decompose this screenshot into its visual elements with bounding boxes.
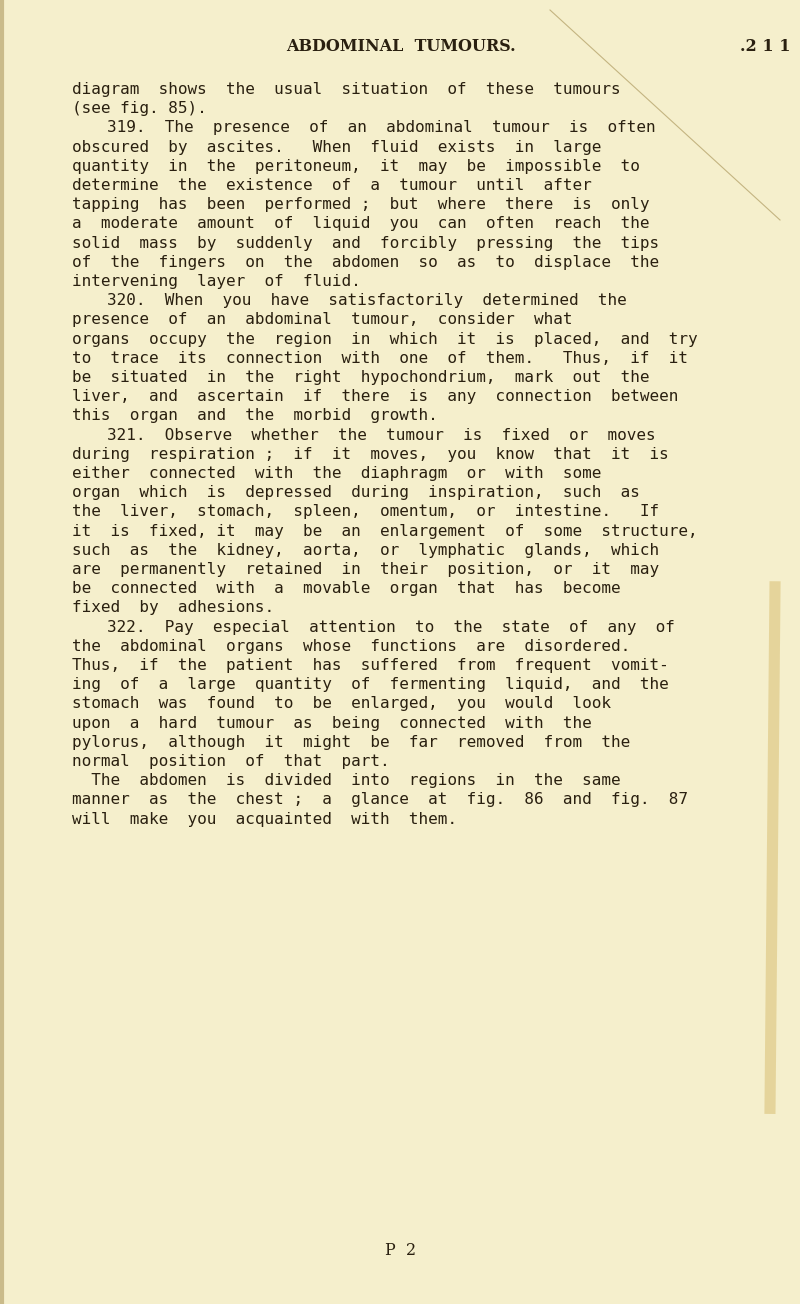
Text: ing  of  a  large  quantity  of  fermenting  liquid,  and  the: ing of a large quantity of fermenting li… [72,677,669,692]
Text: be  situated  in  the  right  hypochondrium,  mark  out  the: be situated in the right hypochondrium, … [72,370,650,385]
Text: intervening  layer  of  fluid.: intervening layer of fluid. [72,274,361,289]
Text: ABDOMINAL  TUMOURS.: ABDOMINAL TUMOURS. [286,38,516,55]
Text: solid  mass  by  suddenly  and  forcibly  pressing  the  tips: solid mass by suddenly and forcibly pres… [72,236,659,250]
Text: it  is  fixed, it  may  be  an  enlargement  of  some  structure,: it is fixed, it may be an enlargement of… [72,524,698,539]
Text: liver,  and  ascertain  if  there  is  any  connection  between: liver, and ascertain if there is any con… [72,389,678,404]
Text: are  permanently  retained  in  their  position,  or  it  may: are permanently retained in their positi… [72,562,659,576]
Text: 322.  Pay  especial  attention  to  the  state  of  any  of: 322. Pay especial attention to the state… [107,619,675,635]
Text: such  as  the  kidney,  aorta,  or  lymphatic  glands,  which: such as the kidney, aorta, or lymphatic … [72,542,659,558]
Text: of  the  fingers  on  the  abdomen  so  as  to  displace  the: of the fingers on the abdomen so as to d… [72,254,659,270]
Text: upon  a  hard  tumour  as  being  connected  with  the: upon a hard tumour as being connected wi… [72,716,592,730]
Text: (see fig. 85).: (see fig. 85). [72,102,206,116]
Text: 319.  The  presence  of  an  abdominal  tumour  is  often: 319. The presence of an abdominal tumour… [107,120,656,136]
Text: tapping  has  been  performed ;  but  where  there  is  only: tapping has been performed ; but where t… [72,197,650,213]
Text: this  organ  and  the  morbid  growth.: this organ and the morbid growth. [72,408,438,424]
Text: the  abdominal  organs  whose  functions  are  disordered.: the abdominal organs whose functions are… [72,639,630,653]
Text: 320.  When  you  have  satisfactorily  determined  the: 320. When you have satisfactorily determ… [107,293,626,308]
Text: organ  which  is  depressed  during  inspiration,  such  as: organ which is depressed during inspirat… [72,485,640,501]
Text: normal  position  of  that  part.: normal position of that part. [72,754,390,769]
Text: fixed  by  adhesions.: fixed by adhesions. [72,600,274,615]
Text: presence  of  an  abdominal  tumour,  consider  what: presence of an abdominal tumour, conside… [72,313,573,327]
Text: either  connected  with  the  diaphragm  or  with  some: either connected with the diaphragm or w… [72,466,602,481]
Text: .2 1 1: .2 1 1 [740,38,790,55]
Text: P  2: P 2 [386,1241,417,1258]
Text: to  trace  its  connection  with  one  of  them.   Thus,  if  it: to trace its connection with one of them… [72,351,688,366]
Text: quantity  in  the  peritoneum,  it  may  be  impossible  to: quantity in the peritoneum, it may be im… [72,159,640,173]
Text: will  make  you  acquainted  with  them.: will make you acquainted with them. [72,811,457,827]
Text: the  liver,  stomach,  spleen,  omentum,  or  intestine.   If: the liver, stomach, spleen, omentum, or … [72,505,659,519]
Text: diagram  shows  the  usual  situation  of  these  tumours: diagram shows the usual situation of the… [72,82,621,96]
Text: organs  occupy  the  region  in  which  it  is  placed,  and  try: organs occupy the region in which it is … [72,331,698,347]
Text: Thus,  if  the  patient  has  suffered  from  frequent  vomit-: Thus, if the patient has suffered from f… [72,659,669,673]
Text: manner  as  the  chest ;  a  glance  at  fig.  86  and  fig.  87: manner as the chest ; a glance at fig. 8… [72,793,688,807]
Text: pylorus,  although  it  might  be  far  removed  from  the: pylorus, although it might be far remove… [72,734,630,750]
Text: The  abdomen  is  divided  into  regions  in  the  same: The abdomen is divided into regions in t… [72,773,621,788]
Text: a  moderate  amount  of  liquid  you  can  often  reach  the: a moderate amount of liquid you can ofte… [72,216,650,231]
Text: stomach  was  found  to  be  enlarged,  you  would  look: stomach was found to be enlarged, you wo… [72,696,611,712]
Text: be  connected  with  a  movable  organ  that  has  become: be connected with a movable organ that h… [72,582,621,596]
Text: obscured  by  ascites.   When  fluid  exists  in  large: obscured by ascites. When fluid exists i… [72,140,602,155]
Text: 321.  Observe  whether  the  tumour  is  fixed  or  moves: 321. Observe whether the tumour is fixed… [107,428,656,442]
Text: during  respiration ;  if  it  moves,  you  know  that  it  is: during respiration ; if it moves, you kn… [72,447,669,462]
Text: determine  the  existence  of  a  tumour  until  after: determine the existence of a tumour unti… [72,179,592,193]
